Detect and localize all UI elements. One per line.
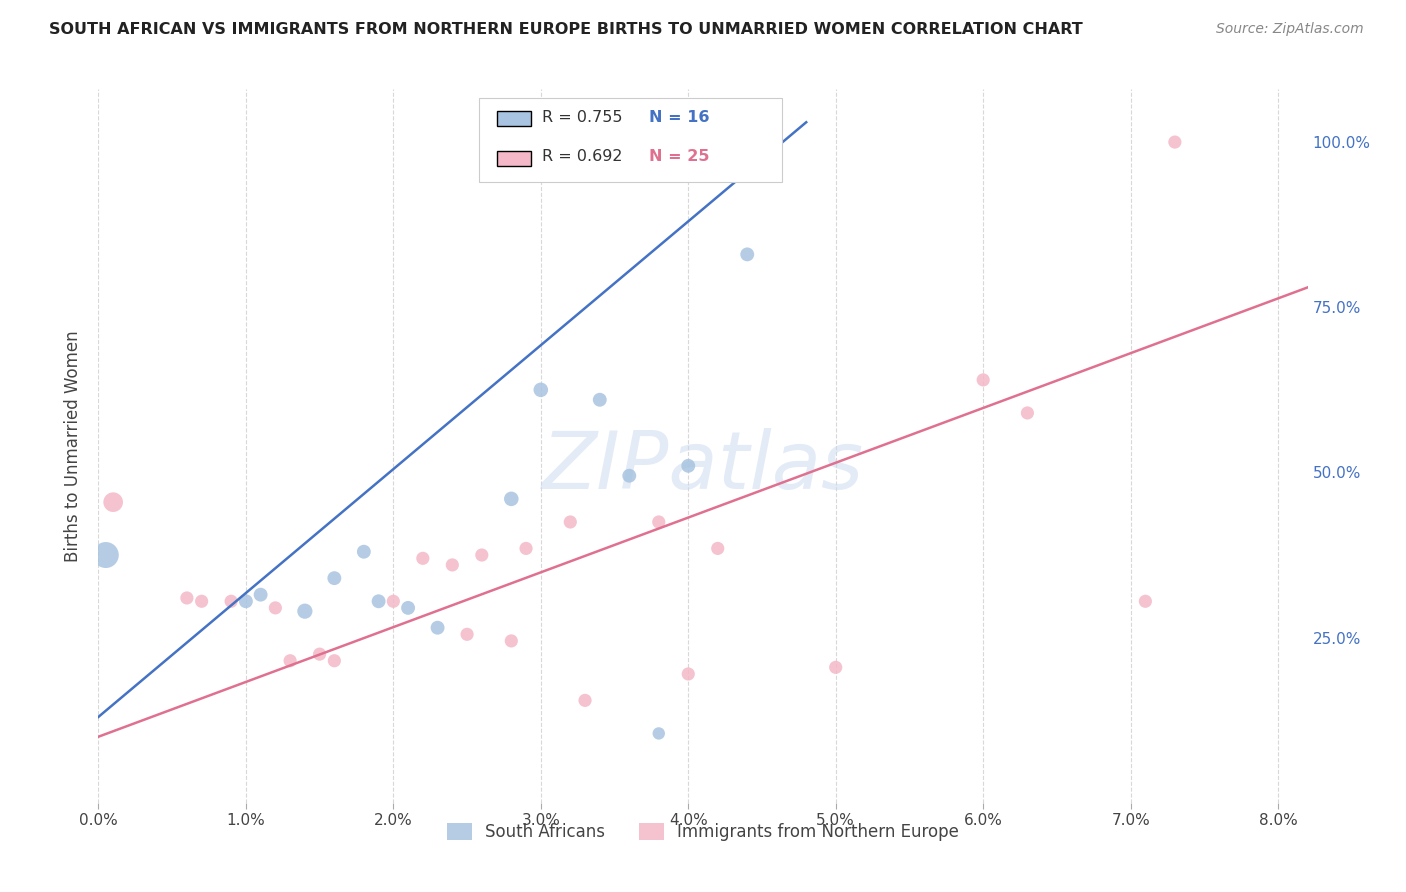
Y-axis label: Births to Unmarried Women: Births to Unmarried Women [63, 330, 82, 562]
Legend: South Africans, Immigrants from Northern Europe: South Africans, Immigrants from Northern… [440, 816, 966, 848]
Point [278, 654, 301, 668]
Point [294, 604, 316, 618]
Point [501, 634, 523, 648]
Point [560, 515, 582, 529]
Text: R = 0.755: R = 0.755 [543, 111, 623, 125]
Point [456, 627, 478, 641]
Point [441, 558, 464, 572]
Point [574, 693, 596, 707]
Point [515, 541, 537, 556]
Point [235, 594, 257, 608]
Point [353, 545, 375, 559]
Point [323, 571, 346, 585]
FancyBboxPatch shape [498, 151, 531, 166]
Point [308, 647, 330, 661]
Point [471, 548, 494, 562]
Point [426, 621, 449, 635]
Point [648, 515, 671, 529]
Point [678, 667, 700, 681]
Point [323, 654, 346, 668]
Point [706, 541, 728, 556]
Point [648, 726, 671, 740]
Point [735, 247, 758, 261]
Point [1135, 594, 1157, 608]
Text: N = 25: N = 25 [648, 150, 709, 164]
Point [219, 594, 242, 608]
Point [619, 468, 641, 483]
Point [382, 594, 405, 608]
FancyBboxPatch shape [479, 98, 782, 182]
Point [1017, 406, 1039, 420]
Point [501, 491, 523, 506]
Point [589, 392, 612, 407]
Text: N = 16: N = 16 [648, 111, 709, 125]
Text: R = 0.692: R = 0.692 [543, 150, 623, 164]
Point [190, 594, 212, 608]
Text: SOUTH AFRICAN VS IMMIGRANTS FROM NORTHERN EUROPE BIRTHS TO UNMARRIED WOMEN CORRE: SOUTH AFRICAN VS IMMIGRANTS FROM NORTHER… [49, 22, 1083, 37]
Point [824, 660, 846, 674]
Point [972, 373, 994, 387]
Point [678, 458, 700, 473]
Point [530, 383, 553, 397]
Point [412, 551, 434, 566]
Point [176, 591, 198, 605]
Point [367, 594, 389, 608]
FancyBboxPatch shape [498, 111, 531, 127]
Text: ZIPatlas: ZIPatlas [541, 428, 865, 507]
Point [396, 600, 419, 615]
Text: Source: ZipAtlas.com: Source: ZipAtlas.com [1216, 22, 1364, 37]
Point [1164, 135, 1187, 149]
Point [249, 588, 271, 602]
Point [101, 495, 124, 509]
Point [94, 548, 117, 562]
Point [264, 600, 287, 615]
